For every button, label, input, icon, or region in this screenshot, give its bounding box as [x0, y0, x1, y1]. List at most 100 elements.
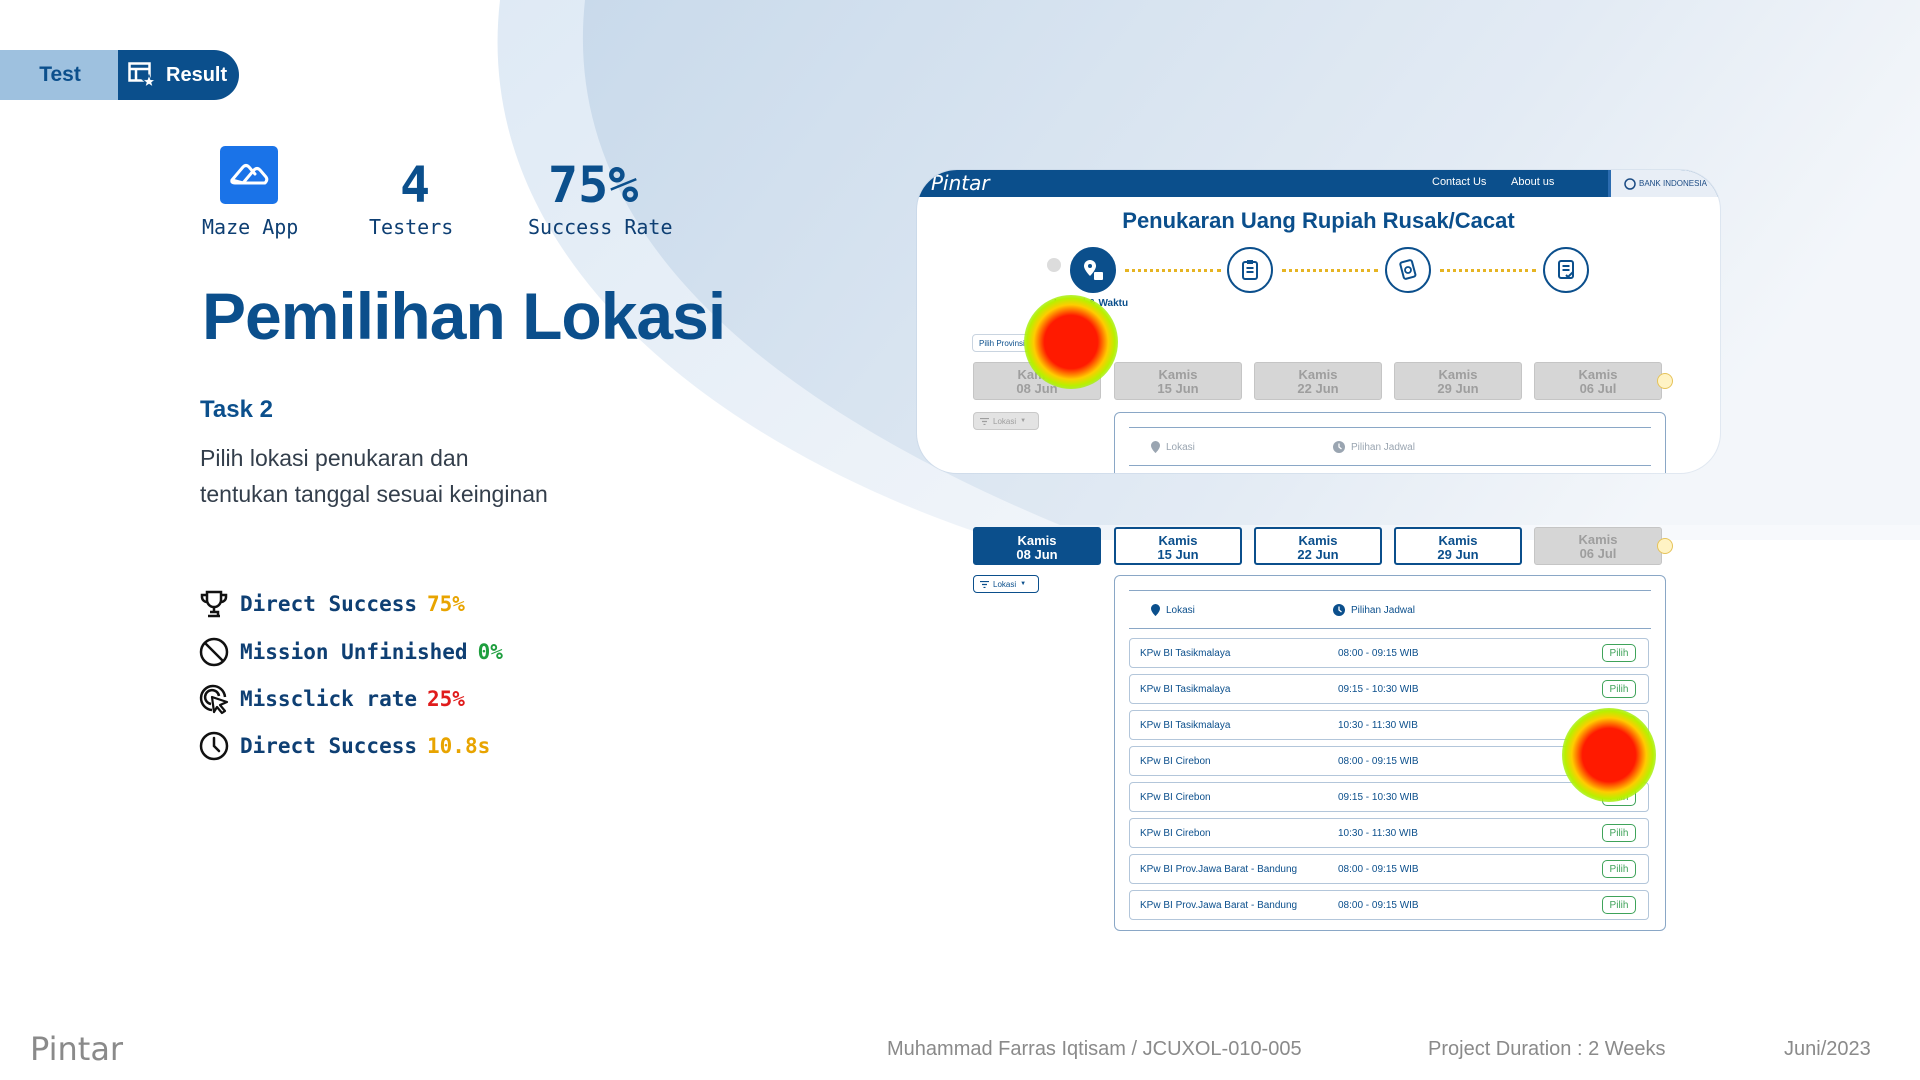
pick-button[interactable]: Pilih [1602, 896, 1636, 914]
date-day: Kamis [1438, 367, 1478, 382]
partner-name: BANK INDONESIA [1638, 179, 1707, 188]
tab-test-label: Test [39, 63, 81, 86]
row-location: KPw BI Cirebon [1140, 756, 1211, 767]
row-time: 09:15 - 10:30 WIB [1338, 684, 1419, 695]
mockup-screen-1: Pintar Contact Us About us BANK INDONESI… [917, 170, 1720, 473]
task-label: Task 2 [200, 396, 273, 423]
prohibited-icon [199, 637, 229, 667]
row-time: 08:00 - 09:15 WIB [1338, 864, 1419, 875]
column-schedule: Pilihan Jadwal [1333, 441, 1415, 453]
date-day: Kamis [1158, 367, 1198, 382]
column-schedule-label: Pilihan Jadwal [1351, 604, 1415, 616]
tab-test[interactable]: Test [0, 50, 120, 100]
date-chip[interactable]: Kamis 06 Jul [1534, 527, 1662, 565]
date-day: Kamis [1578, 532, 1618, 547]
table-row: KPw BI Prov.Jawa Barat - Bandung 08:00 - … [1129, 890, 1649, 920]
table-row: KPw BI Cirebon 10:30 - 11:30 WIB Pilih [1129, 818, 1649, 848]
mockup-page-title: Penukaran Uang Rupiah Rusak/Cacat [1122, 208, 1515, 233]
location-pin-icon [1151, 441, 1160, 453]
date-chip[interactable]: Kamis 15 Jun [1114, 527, 1242, 565]
date-day: Kamis [1578, 367, 1618, 382]
step-form[interactable] [1227, 247, 1273, 293]
row-location: KPw BI Tasikmalaya [1140, 720, 1231, 731]
date-date: 22 Jun [1297, 381, 1339, 396]
step-review[interactable] [1543, 247, 1589, 293]
stat-maze-app-label: Maze App [202, 215, 299, 239]
checklist-icon [1558, 260, 1574, 279]
page-title: Pemilihan Lokasi [202, 279, 726, 353]
column-location: Lokasi [1151, 604, 1195, 616]
stat-testers-value: 4 [400, 156, 431, 214]
mockup-screen-2: Kamis 08 Jun Kamis 15 Jun Kamis 22 Jun Kami… [917, 523, 1720, 943]
task-description-line-1: Pilih lokasi penukaran dan [200, 445, 469, 471]
row-time: 08:00 - 09:15 WIB [1338, 900, 1419, 911]
pick-button[interactable]: Pilih [1602, 644, 1636, 662]
date-chip[interactable]: Kamis 29 Jun [1394, 527, 1522, 565]
nav-contact-us[interactable]: Contact Us [1432, 176, 1487, 188]
schedule-list: Lokasi Pilihan Jadwal [1114, 412, 1666, 473]
divider [1129, 590, 1651, 591]
filter-lokasi-chip[interactable]: Lokasi ▼ [973, 575, 1039, 593]
step-money[interactable] [1385, 247, 1431, 293]
date-day: Kamis [1298, 367, 1338, 382]
table-row: KPw BI Tasikmalaya 09:15 - 10:30 WIB Pilih [1129, 674, 1649, 704]
metric-label: Mission Unfinished [240, 640, 468, 664]
footer-date: Juni/2023 [1784, 1038, 1871, 1060]
footer-duration: Project Duration : 2 Weeks [1428, 1038, 1666, 1060]
filter-lokasi-label: Lokasi [993, 416, 1017, 426]
step-location-time[interactable] [1070, 247, 1116, 293]
location-pin-icon [1151, 604, 1160, 616]
province-dropdown-label: Pilih Provinsi [979, 338, 1025, 348]
date-date: 15 Jun [1157, 547, 1199, 562]
column-location: Lokasi [1151, 441, 1195, 453]
pick-button[interactable]: Pilih [1602, 860, 1636, 878]
row-time: 10:30 - 11:30 WIB [1338, 828, 1418, 839]
date-date: 08 Jun [1016, 547, 1058, 562]
date-chip[interactable]: Kamis 29 Jun [1394, 362, 1522, 400]
date-chip-selected[interactable]: Kamis 08 Jun [973, 527, 1101, 565]
date-date: 06 Jul [1579, 381, 1617, 396]
date-chip[interactable]: Kamis 22 Jun [1254, 362, 1382, 400]
pick-button[interactable]: Pilih [1602, 824, 1636, 842]
date-day: Kamis [1298, 533, 1338, 548]
date-day: Kamis [1158, 533, 1198, 548]
dates-next-button[interactable] [1657, 373, 1673, 389]
metric-missclick-rate: Missclick rate 25% [198, 683, 465, 715]
pick-button[interactable]: Pilih [1602, 680, 1636, 698]
tab-result[interactable]: Result [118, 50, 239, 100]
location-pin-icon [1084, 260, 1103, 280]
dates-next-button[interactable] [1657, 538, 1673, 554]
metric-label: Missclick rate [240, 687, 418, 711]
filter-lokasi-chip[interactable]: Lokasi ▼ [973, 412, 1039, 430]
row-location: KPw BI Cirebon [1140, 828, 1211, 839]
row-location: KPw BI Prov.Jawa Barat - Bandung [1140, 900, 1298, 911]
column-location-label: Lokasi [1166, 604, 1195, 616]
footer-logo: Pintar [30, 1030, 124, 1068]
heatmap-spot [1562, 708, 1656, 802]
date-chip[interactable]: Kamis 22 Jun [1254, 527, 1382, 565]
tab-result-label: Result [166, 63, 228, 86]
cursor-click-icon [199, 684, 229, 715]
clock-icon [199, 731, 229, 761]
date-date: 15 Jun [1157, 381, 1199, 396]
bank-seal-icon [1624, 177, 1636, 190]
clipboard-icon [1242, 260, 1258, 280]
metric-label: Direct Success [240, 734, 418, 758]
metric-label: Direct Success [240, 592, 418, 616]
row-location: KPw BI Tasikmalaya [1140, 648, 1231, 659]
column-schedule-label: Pilihan Jadwal [1351, 441, 1415, 453]
money-document-icon [1399, 259, 1417, 280]
divider [1129, 427, 1651, 428]
date-date: 29 Jun [1437, 547, 1479, 562]
nav-about-us[interactable]: About us [1511, 176, 1555, 188]
stepper-prev-button[interactable] [1047, 258, 1061, 272]
date-chip[interactable]: Kamis 15 Jun [1114, 362, 1242, 400]
clock-icon [1333, 604, 1345, 616]
date-date: 08 Jun [1016, 381, 1058, 396]
date-chip[interactable]: Kamis 06 Jul [1534, 362, 1662, 400]
maze-logo-icon [220, 146, 278, 204]
row-location: KPw BI Tasikmalaya [1140, 684, 1231, 695]
date-date: 22 Jun [1297, 547, 1339, 562]
